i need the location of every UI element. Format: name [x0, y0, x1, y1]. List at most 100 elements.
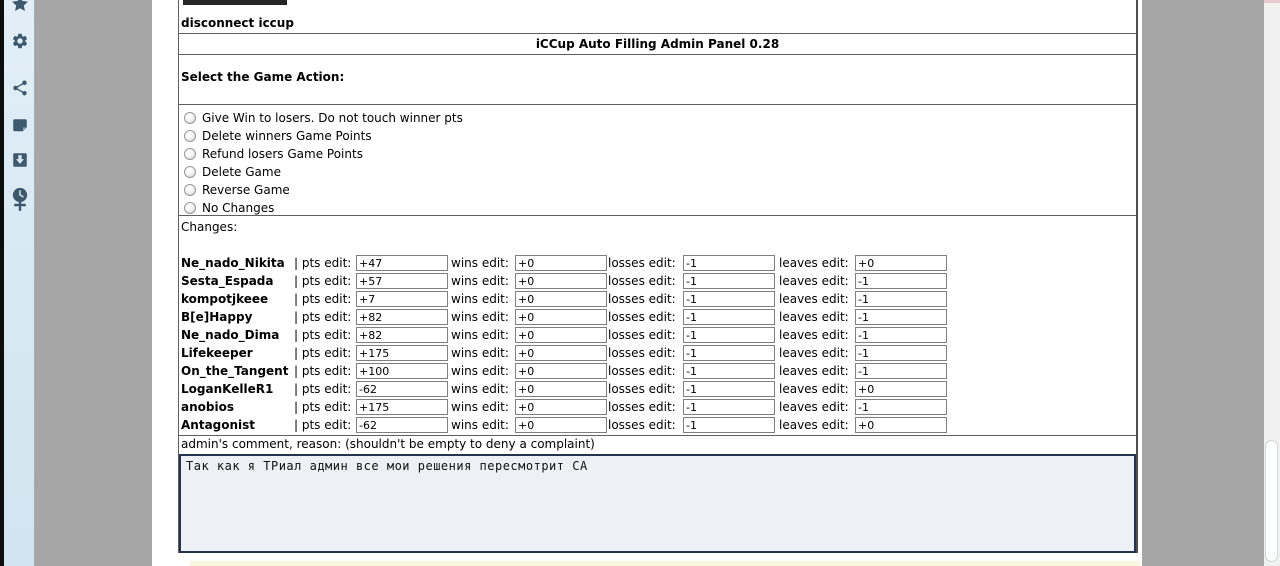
game-action-option[interactable]: Give Win to losers. Do not touch winner … — [184, 109, 1136, 127]
wins-edit-input[interactable] — [515, 381, 607, 397]
pts-edit-input[interactable] — [356, 255, 448, 271]
pts-edit-input[interactable] — [356, 363, 448, 379]
comment-textarea[interactable]: Так как я ТРиал админ все мои решения пе… — [179, 454, 1136, 553]
game-action-option-label: Delete winners Game Points — [202, 129, 372, 143]
radio-button-icon[interactable] — [184, 184, 196, 196]
scrollbar-thumb[interactable] — [1265, 440, 1278, 562]
losses-edit-input[interactable] — [683, 273, 775, 289]
radio-button-icon[interactable] — [184, 148, 196, 160]
download-icon[interactable] — [11, 151, 29, 169]
scrollbar-track[interactable] — [1264, 0, 1280, 566]
player-row: Antagonist | pts edit: wins edit: losses… — [181, 416, 1136, 434]
radio-button-icon[interactable] — [184, 202, 196, 214]
losses-edit-label: losses edit: — [608, 418, 676, 432]
losses-edit-input[interactable] — [683, 309, 775, 325]
changes-section: Changes: Ne_nado_Nikita | pts edit: wins… — [179, 216, 1136, 436]
pts-edit-input[interactable] — [356, 345, 448, 361]
wins-edit-input[interactable] — [515, 255, 607, 271]
losses-edit-input[interactable] — [683, 255, 775, 271]
game-action-options: Give Win to losers. Do not touch winner … — [179, 105, 1136, 216]
losses-edit-input[interactable] — [683, 291, 775, 307]
pts-edit-input[interactable] — [356, 327, 448, 343]
wins-edit-input[interactable] — [515, 309, 607, 325]
leaves-edit-input[interactable] — [855, 309, 947, 325]
radio-button-icon[interactable] — [184, 112, 196, 124]
losses-edit-label: losses edit: — [608, 400, 676, 414]
pts-edit-input[interactable] — [356, 381, 448, 397]
leaves-edit-label: leaves edit: — [779, 328, 849, 342]
player-row: Ne_nado_Dima | pts edit: wins edit: loss… — [181, 326, 1136, 344]
pts-edit-label: | pts edit: — [294, 400, 352, 414]
pts-edit-input[interactable] — [356, 291, 448, 307]
losses-edit-input[interactable] — [683, 345, 775, 361]
leaves-edit-label: leaves edit: — [779, 256, 849, 270]
leaves-edit-label: leaves edit: — [779, 310, 849, 324]
player-row: Sesta_Espada | pts edit: wins edit: loss… — [181, 272, 1136, 290]
losses-edit-input[interactable] — [683, 381, 775, 397]
leaves-edit-input[interactable] — [855, 327, 947, 343]
leaves-edit-input[interactable] — [855, 399, 947, 415]
pts-edit-input[interactable] — [356, 273, 448, 289]
pts-edit-input[interactable] — [356, 399, 448, 415]
leaves-edit-input[interactable] — [855, 381, 947, 397]
star-icon[interactable] — [11, 0, 29, 13]
leaves-edit-input[interactable] — [855, 273, 947, 289]
wins-edit-input[interactable] — [515, 291, 607, 307]
radio-button-icon[interactable] — [184, 130, 196, 142]
losses-edit-label: losses edit: — [608, 292, 676, 306]
game-action-option[interactable]: No Changes — [184, 199, 1136, 217]
clock-icon[interactable] — [11, 186, 29, 204]
losses-edit-input[interactable] — [683, 399, 775, 415]
game-action-option[interactable]: Refund losers Game Points — [184, 145, 1136, 163]
pts-edit-input[interactable] — [356, 309, 448, 325]
scrollbar-top-accent — [1264, 0, 1280, 3]
wins-edit-input[interactable] — [515, 417, 607, 433]
pts-edit-label: | pts edit: — [294, 310, 352, 324]
wins-edit-input[interactable] — [515, 327, 607, 343]
radio-button-icon[interactable] — [184, 166, 196, 178]
cutoff-element — [183, 0, 287, 5]
leaves-edit-input[interactable] — [855, 363, 947, 379]
wins-edit-input[interactable] — [515, 273, 607, 289]
wins-edit-label: wins edit: — [451, 256, 509, 270]
wins-edit-input[interactable] — [515, 363, 607, 379]
gear-icon[interactable] — [11, 32, 29, 50]
comment-label-row: admin's comment, reason: (shouldn't be e… — [179, 436, 1136, 454]
leaves-edit-input[interactable] — [855, 291, 947, 307]
game-action-option[interactable]: Delete winners Game Points — [184, 127, 1136, 145]
player-name: LoganKelleR1 — [181, 382, 274, 396]
leaves-edit-input[interactable] — [855, 255, 947, 271]
leaves-edit-input[interactable] — [855, 345, 947, 361]
game-action-option-label: No Changes — [202, 201, 275, 215]
leaves-edit-label: leaves edit: — [779, 382, 849, 396]
game-action-option-label: Give Win to losers. Do not touch winner … — [202, 111, 463, 125]
wins-edit-label: wins edit: — [451, 274, 509, 288]
player-name: Antagonist — [181, 418, 256, 432]
game-action-option[interactable]: Reverse Game — [184, 181, 1136, 199]
comment-label: admin's comment, reason: (shouldn't be e… — [181, 437, 595, 451]
losses-edit-input[interactable] — [683, 327, 775, 343]
leaves-edit-input[interactable] — [855, 417, 947, 433]
pts-edit-label: | pts edit: — [294, 346, 352, 360]
action-section-label: Select the Game Action: — [181, 70, 345, 84]
pts-edit-label: | pts edit: — [294, 328, 352, 342]
panel-header-row: disconnect iccup — [179, 0, 1136, 34]
losses-edit-input[interactable] — [683, 363, 775, 379]
game-action-option-label: Delete Game — [202, 165, 281, 179]
disconnect-link[interactable]: disconnect iccup — [181, 16, 294, 30]
game-action-option-label: Reverse Game — [202, 183, 290, 197]
share-icon[interactable] — [11, 79, 29, 97]
player-name: kompotjkeee — [181, 292, 269, 306]
losses-edit-input[interactable] — [683, 417, 775, 433]
wins-edit-label: wins edit: — [451, 400, 509, 414]
note-icon[interactable] — [11, 117, 29, 135]
losses-edit-label: losses edit: — [608, 274, 676, 288]
pts-edit-input[interactable] — [356, 417, 448, 433]
page-title: iCCup Auto Filling Admin Panel 0.28 — [535, 37, 780, 51]
game-action-option[interactable]: Delete Game — [184, 163, 1136, 181]
action-label-row: Select the Game Action: — [179, 55, 1136, 105]
player-name: anobios — [181, 400, 234, 414]
wins-edit-input[interactable] — [515, 399, 607, 415]
plus-icon[interactable] — [12, 197, 28, 213]
wins-edit-input[interactable] — [515, 345, 607, 361]
